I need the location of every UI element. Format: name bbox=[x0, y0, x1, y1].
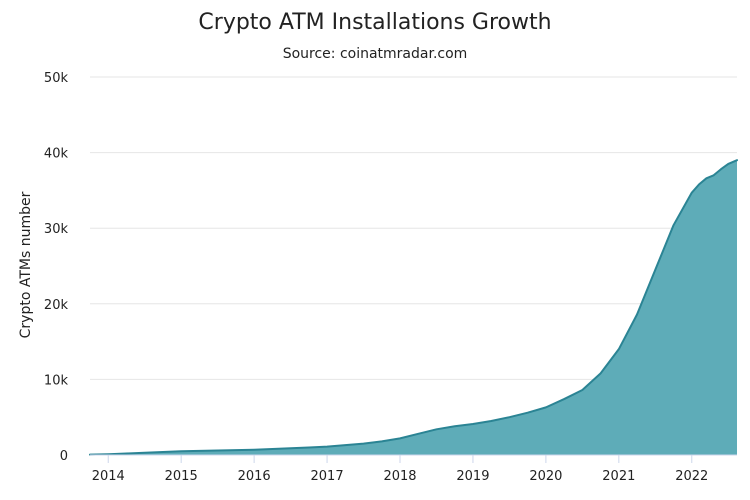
x-tick-label: 2018 bbox=[383, 469, 416, 484]
y-tick-label: 30k bbox=[44, 222, 69, 237]
y-tick-label: 20k bbox=[44, 298, 69, 313]
y-tick-label: 0 bbox=[60, 449, 68, 464]
data-area bbox=[89, 159, 738, 456]
chart-subtitle: Source: coinatmradar.com bbox=[283, 46, 468, 62]
chart-title: Crypto ATM Installations Growth bbox=[198, 10, 551, 35]
y-tick-label: 40k bbox=[44, 147, 69, 162]
y-axis: 0 10k 20k 30k 40k 50k bbox=[44, 71, 69, 464]
x-tick-label: 2016 bbox=[238, 469, 271, 484]
x-axis: 2014 2015 2016 2017 2018 2019 2020 2021 2022 bbox=[90, 454, 737, 484]
x-tick-label: 2017 bbox=[311, 469, 344, 484]
x-tick-label: 2019 bbox=[456, 469, 489, 484]
series-line bbox=[89, 159, 738, 456]
series-area bbox=[90, 160, 737, 455]
y-tick-label: 10k bbox=[44, 373, 69, 388]
y-axis-label: Crypto ATMs number bbox=[18, 191, 34, 338]
x-tick-label: 2021 bbox=[602, 469, 635, 484]
x-tick-label: 2022 bbox=[675, 469, 708, 484]
x-tick-label: 2020 bbox=[529, 469, 562, 484]
x-tick-label: 2014 bbox=[92, 469, 125, 484]
x-tick-label: 2015 bbox=[165, 469, 198, 484]
y-tick-label: 50k bbox=[44, 71, 69, 86]
